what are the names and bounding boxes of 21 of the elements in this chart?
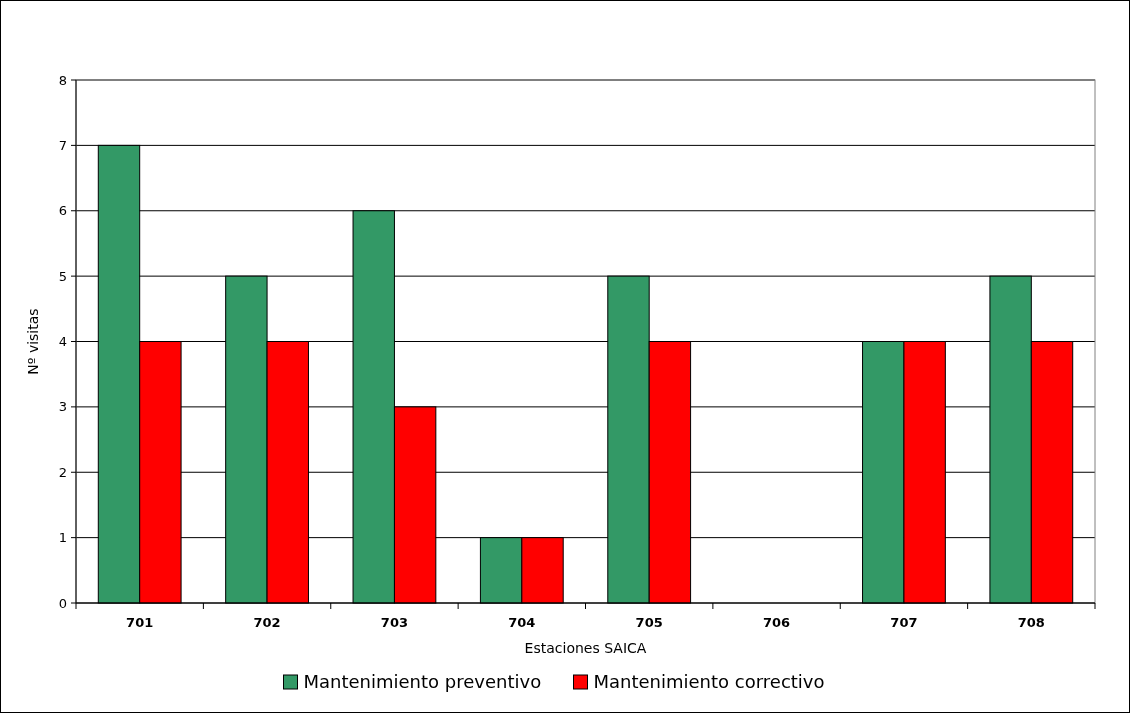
x-tick-label: 702 [253, 615, 281, 630]
x-axis-title: Estaciones SAICA [524, 640, 647, 656]
y-tick-label: 7 [58, 137, 67, 153]
y-tick-label: 1 [58, 530, 67, 546]
x-tick-label: 704 [508, 615, 536, 630]
x-tick-label: 706 [762, 615, 791, 630]
x-tick-label: 701 [126, 615, 154, 630]
x-tick-label: 705 [635, 615, 663, 630]
y-axis-title: Nº visitas [25, 308, 41, 375]
x-tick-label: 707 [890, 615, 918, 630]
legend-label: Mantenimiento correctivo [593, 671, 825, 693]
x-tick-label: 708 [1017, 615, 1045, 630]
legend-label: Mantenimiento preventivo [303, 671, 542, 693]
x-tick-label: 703 [380, 615, 409, 630]
y-tick-label: 2 [58, 464, 67, 480]
y-tick-label: 5 [58, 268, 67, 284]
y-tick-label: 4 [58, 334, 67, 350]
y-tick-label: 8 [58, 72, 67, 88]
y-tick-label: 6 [58, 203, 67, 219]
y-tick-label: 3 [58, 399, 67, 415]
y-tick-label: 0 [58, 595, 67, 611]
